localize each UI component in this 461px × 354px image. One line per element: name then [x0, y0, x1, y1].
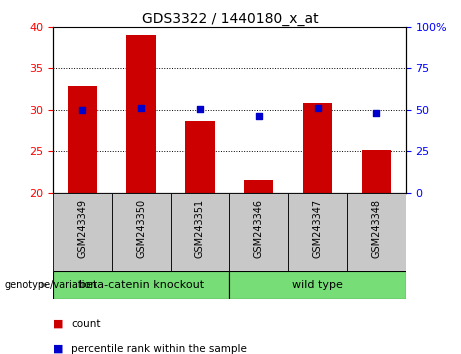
Text: ■: ■ [53, 319, 67, 329]
Bar [68, 86, 97, 193]
Bar [53, 193, 112, 271]
Point [137, 105, 145, 111]
Text: GSM243346: GSM243346 [254, 199, 264, 258]
Bar [347, 193, 406, 271]
Text: GSM243348: GSM243348 [371, 199, 381, 258]
Bar [53, 271, 230, 299]
Text: genotype/variation: genotype/variation [5, 280, 97, 290]
Text: ■: ■ [53, 344, 67, 354]
Bar [229, 193, 288, 271]
Text: GSM243347: GSM243347 [313, 199, 323, 258]
Bar [112, 193, 171, 271]
Point [372, 110, 380, 116]
Text: GSM243350: GSM243350 [136, 199, 146, 258]
Point [79, 107, 86, 113]
Text: percentile rank within the sample: percentile rank within the sample [71, 344, 248, 354]
Bar [185, 121, 215, 193]
Point [255, 114, 262, 119]
Bar [303, 103, 332, 193]
Text: GSM243349: GSM243349 [77, 199, 88, 258]
Text: beta-catenin knockout: beta-catenin knockout [79, 280, 204, 290]
Point [314, 105, 321, 111]
Text: wild type: wild type [292, 280, 343, 290]
Text: count: count [71, 319, 101, 329]
Bar [126, 35, 156, 193]
Text: GSM243351: GSM243351 [195, 199, 205, 258]
Bar [171, 193, 230, 271]
Point [196, 106, 204, 112]
Bar [244, 181, 273, 193]
Bar [229, 271, 406, 299]
Text: GDS3322 / 1440180_x_at: GDS3322 / 1440180_x_at [142, 12, 319, 27]
Bar [361, 150, 391, 193]
Bar [288, 193, 347, 271]
